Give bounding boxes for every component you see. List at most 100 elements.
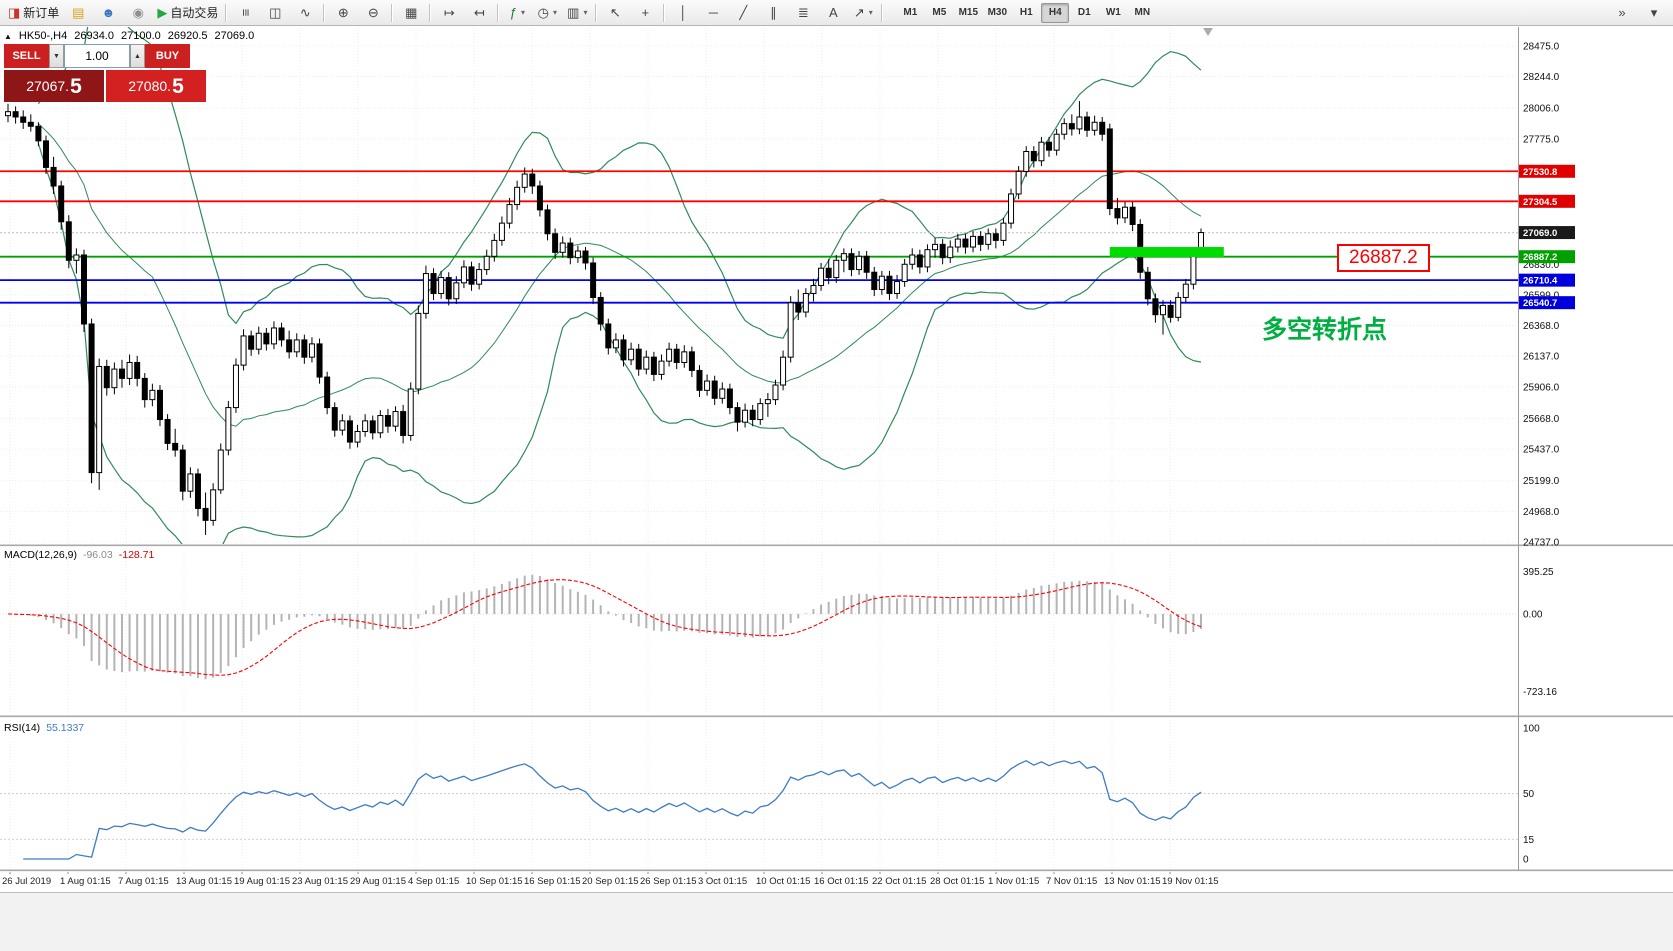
sell-price-pips: 5 <box>70 74 82 98</box>
text-icon: A <box>828 5 838 20</box>
channel-button[interactable]: ∥ <box>758 2 788 24</box>
templates-button[interactable]: ▥ ▾ <box>562 2 592 24</box>
low-value: 26920.5 <box>167 30 208 42</box>
zoom-in-button[interactable]: ⊕ <box>328 2 358 24</box>
time-axis-label: 1 Aug 01:15 <box>60 876 111 887</box>
rsi-value: 55.1337 <box>46 722 85 734</box>
macd-value: -96.03 <box>82 549 113 561</box>
zoom-out-icon: ⊖ <box>367 5 379 20</box>
crosshair-icon: + <box>641 5 650 20</box>
tile-windows-icon: ▦ <box>405 5 418 20</box>
fibonacci-icon: ≣ <box>797 5 809 20</box>
macd-axis-label: -723.16 <box>1523 687 1557 698</box>
buy-button[interactable]: BUY <box>145 44 190 68</box>
price-tag <box>1519 273 1575 287</box>
toolbar-overflow-button[interactable]: » <box>1618 5 1626 20</box>
candles-button[interactable]: ◫ <box>260 2 290 24</box>
candles-layer <box>5 101 1204 535</box>
price-tag <box>1519 250 1575 264</box>
timeframe-m30-button[interactable]: M30 <box>987 7 1008 18</box>
timeframe-h1-button[interactable]: H1 <box>1019 7 1033 18</box>
resistance-price-callout[interactable]: 26887.2 <box>1337 244 1430 272</box>
expand-panel-icon[interactable]: ▲ <box>4 32 12 41</box>
community-button[interactable]: ☻ <box>93 2 123 24</box>
chart-shift-marker <box>1203 28 1213 36</box>
buy-price-pips: 5 <box>172 74 184 98</box>
mql5-button[interactable]: ◉ <box>123 2 153 24</box>
autotrading-button-label: 自动交易 <box>170 6 219 20</box>
rsi-layer <box>23 759 1202 860</box>
hline-button[interactable]: ─ <box>698 2 728 24</box>
timeframe-d1-button[interactable]: D1 <box>1077 7 1091 18</box>
price-axis-label: 25199.0 <box>1523 476 1560 487</box>
time-axis-label: 4 Sep 01:15 <box>408 876 459 887</box>
sell-price-display[interactable]: 27067. 5 <box>4 70 104 102</box>
community-icon: ☻ <box>101 5 116 20</box>
bull-bear-turning-point-note[interactable]: 多空转折点 <box>1262 316 1388 344</box>
time-axis-label: 19 Nov 01:15 <box>1162 876 1219 887</box>
time-axis-label: 13 Aug 01:15 <box>176 876 232 887</box>
line-chart-icon: ∿ <box>299 5 311 20</box>
bars-icon: ≡ <box>237 8 253 17</box>
charts-profile-button[interactable]: ▤ <box>63 2 93 24</box>
timeframe-m1-button[interactable]: M1 <box>903 7 918 18</box>
bollinger-bands <box>37 27 1202 544</box>
toolbar-separator <box>595 3 598 22</box>
text-button[interactable]: A <box>818 2 848 24</box>
trendline-button[interactable]: ╱ <box>728 2 758 24</box>
timeframe-m5-button[interactable]: M5 <box>932 7 947 18</box>
periods-icon: ◷ <box>537 5 549 20</box>
price-tag <box>1519 164 1575 178</box>
volume-decrease-button[interactable]: ▼ <box>49 44 64 68</box>
vline-icon: │ <box>679 5 688 20</box>
periods-button[interactable]: ◷ ▾ <box>532 2 562 24</box>
chart-shift-button[interactable]: ↤ <box>464 2 494 24</box>
price-axis-label: 26368.0 <box>1523 321 1560 332</box>
status-strip <box>0 892 1673 951</box>
auto-scroll-button[interactable]: ↦ <box>434 2 464 24</box>
toolbar-separator <box>225 3 228 22</box>
templates-icon: ▥ <box>567 5 580 20</box>
new-order-button[interactable]: ◨ 新订单 <box>4 2 63 24</box>
timeframe-toolbar: M1 M5 M15 M30 H1 H4 D1 W1 MN <box>896 2 1156 23</box>
timeframe-m15-button[interactable]: M15 <box>958 7 979 18</box>
price-axis-label: 26599.0 <box>1523 290 1560 301</box>
indicators-button[interactable]: ƒ ▾ <box>502 2 532 24</box>
time-axis-label: 19 Aug 01:15 <box>234 876 290 887</box>
cursor-button[interactable]: ↖ <box>600 2 630 24</box>
mql5-icon: ◉ <box>132 5 144 20</box>
zoom-out-button[interactable]: ⊖ <box>358 2 388 24</box>
price-axis-label: 28006.0 <box>1523 104 1560 115</box>
timeframe-h4-button[interactable]: H4 <box>1041 2 1070 23</box>
crosshair-button[interactable]: + <box>630 2 660 24</box>
time-axis-label: 22 Oct 01:15 <box>872 876 926 887</box>
channel-icon: ∥ <box>770 5 777 20</box>
price-axis-label: 27775.0 <box>1523 134 1560 145</box>
macd-layer <box>7 574 1202 680</box>
time-axis-label: 13 Nov 01:15 <box>1104 876 1161 887</box>
time-axis-label: 10 Sep 01:15 <box>466 876 523 887</box>
tile-windows-button[interactable]: ▦ <box>396 2 426 24</box>
arrows-button[interactable]: ↗ ▾ <box>848 2 878 24</box>
autotrading-button[interactable]: ▶ 自动交易 <box>153 2 222 24</box>
volume-input[interactable] <box>64 44 130 68</box>
toolbar-separator <box>663 3 666 22</box>
sell-button[interactable]: SELL <box>4 44 49 68</box>
macd-header: MACD(12,26,9) -96.03 -128.71 <box>4 549 154 561</box>
volume-increase-button[interactable]: ▲ <box>130 44 145 68</box>
cursor-icon: ↖ <box>609 5 621 20</box>
buy-price-display[interactable]: 27080. 5 <box>106 70 206 102</box>
time-axis-label: 26 Sep 01:15 <box>640 876 697 887</box>
symbol-period-label: HK50-,H4 <box>18 30 68 42</box>
timeframe-mn-button[interactable]: MN <box>1134 7 1151 18</box>
fibonacci-button[interactable]: ≣ <box>788 2 818 24</box>
line-chart-button[interactable]: ∿ <box>290 2 320 24</box>
timeframe-w1-button[interactable]: W1 <box>1105 7 1121 18</box>
open-value: 26934.0 <box>74 30 114 42</box>
vline-button[interactable]: │ <box>668 2 698 24</box>
toolbar-options-button[interactable]: ▾ <box>1650 4 1658 20</box>
bars-button[interactable]: ≡ <box>230 2 260 24</box>
price-tag-label: 26710.4 <box>1523 276 1558 287</box>
